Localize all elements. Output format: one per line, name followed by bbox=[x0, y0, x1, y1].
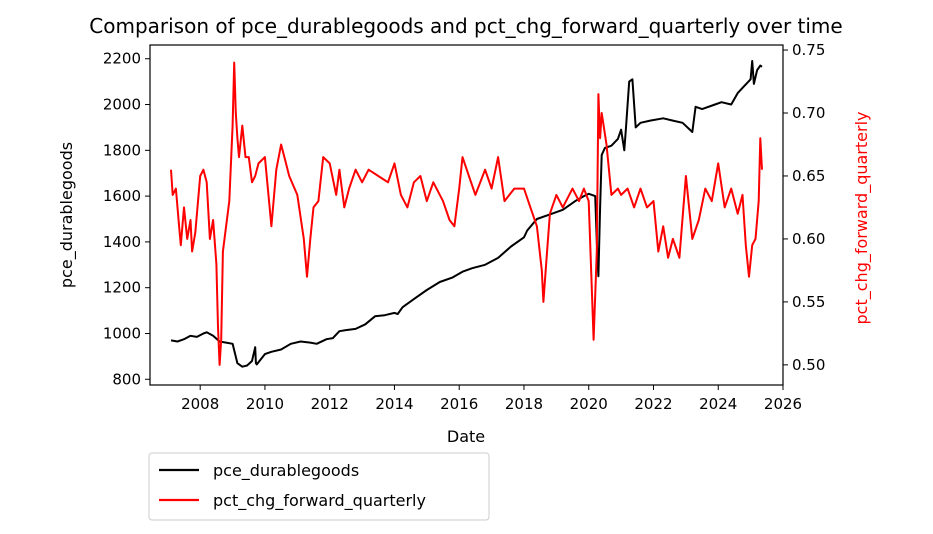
legend-label-pct-chg-forward-quarterly: pct_chg_forward_quarterly bbox=[213, 491, 426, 511]
x-tick-label: 2018 bbox=[505, 395, 543, 413]
y-right-tick-label: 0.75 bbox=[792, 41, 825, 59]
y-left-tick-label: 1000 bbox=[103, 324, 141, 342]
x-tick-label: 2010 bbox=[246, 395, 284, 413]
x-tick-label: 2022 bbox=[634, 395, 672, 413]
y-right-tick-label: 0.70 bbox=[792, 104, 825, 122]
y-left-tick-label: 2000 bbox=[103, 96, 141, 114]
y-left-tick-label: 1400 bbox=[103, 233, 141, 251]
y-axis-right: 0.50 0.55 0.60 0.65 0.70 0.75 bbox=[783, 41, 825, 374]
y-left-tick-label: 1600 bbox=[103, 187, 141, 205]
y-right-tick-label: 0.60 bbox=[792, 230, 825, 248]
y-right-tick-label: 0.55 bbox=[792, 293, 825, 311]
series-line-pct-chg-forward-quarterly bbox=[170, 61, 763, 366]
y-axis-left-label: pce_durablegoods bbox=[57, 142, 77, 288]
y-left-tick-label: 2200 bbox=[103, 50, 141, 68]
x-axis: 2008 2010 2012 2014 2016 2018 2020 2022 2024 2026 bbox=[181, 385, 802, 413]
x-tick-label: 2024 bbox=[699, 395, 737, 413]
plot-area-frame bbox=[149, 44, 784, 386]
y-axis-left: 800 1000 1200 1400 1600 1800 2000 2200 bbox=[103, 50, 150, 388]
x-tick-label: 2026 bbox=[764, 395, 802, 413]
x-tick-label: 2016 bbox=[440, 395, 478, 413]
x-axis-label: Date bbox=[447, 427, 485, 446]
y-right-tick-label: 0.50 bbox=[792, 356, 825, 374]
series-line-pce-durablegoods bbox=[170, 60, 763, 368]
x-tick-label: 2008 bbox=[181, 395, 219, 413]
x-tick-label: 2014 bbox=[375, 395, 413, 413]
legend-frame bbox=[148, 452, 490, 521]
chart-title: Comparison of pce_durablegoods and pct_c… bbox=[89, 14, 842, 38]
y-left-tick-label: 1800 bbox=[103, 141, 141, 159]
legend: pce_durablegoods pct_chg_forward_quarter… bbox=[148, 452, 490, 521]
y-left-tick-label: 1200 bbox=[103, 279, 141, 297]
legend-label-pce-durablegoods: pce_durablegoods bbox=[213, 461, 359, 481]
x-tick-label: 2012 bbox=[311, 395, 349, 413]
x-tick-label: 2020 bbox=[570, 395, 608, 413]
y-right-tick-label: 0.65 bbox=[792, 167, 825, 185]
y-axis-right-label: pct_chg_forward_quarterly bbox=[852, 112, 872, 325]
series-layer bbox=[170, 60, 763, 368]
y-left-tick-label: 800 bbox=[112, 370, 141, 388]
